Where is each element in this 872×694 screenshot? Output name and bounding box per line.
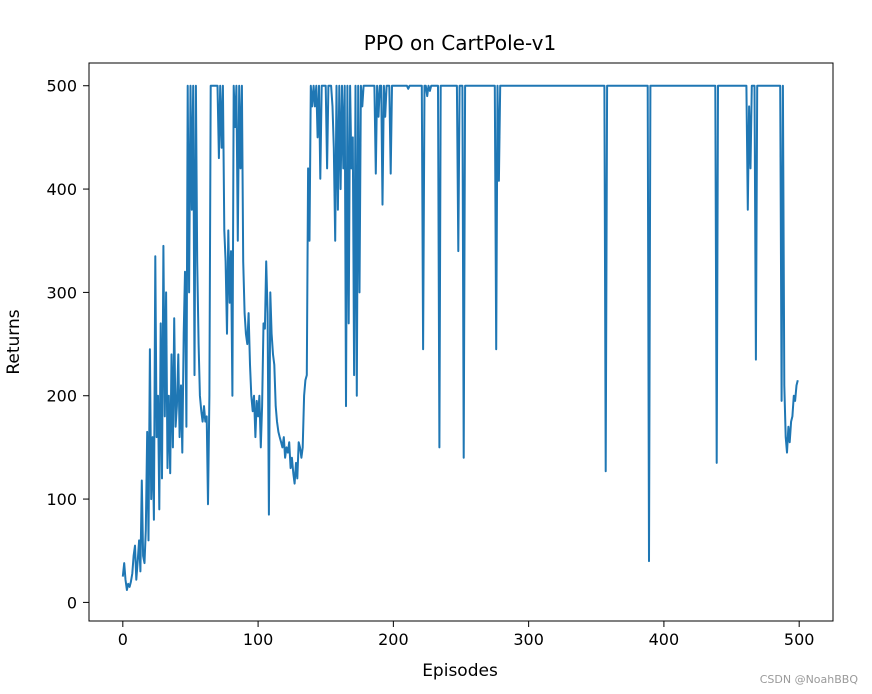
y-tick-label: 500 (46, 77, 77, 96)
y-axis: 0 100 200 300 400 500 (46, 77, 89, 612)
x-axis-label: Episodes (422, 661, 498, 681)
series-line-0 (121, 84, 799, 591)
y-tick-label: 200 (46, 387, 77, 406)
y-tick-label: 100 (46, 490, 77, 509)
x-tick-label: 0 (118, 630, 128, 649)
y-tick-label: 0 (67, 593, 77, 612)
y-tick-label: 400 (46, 180, 77, 199)
x-tick-label: 500 (784, 630, 815, 649)
chart-title: PPO on CartPole-v1 (364, 31, 556, 55)
x-tick-label: 200 (378, 630, 409, 649)
x-tick-label: 300 (513, 630, 544, 649)
plot-area (121, 84, 799, 591)
watermark: CSDN @NoahBBQ (759, 673, 858, 686)
x-tick-label: 100 (243, 630, 274, 649)
axes-frame (88, 62, 834, 622)
y-tick-label: 300 (46, 283, 77, 302)
x-tick-label: 400 (649, 630, 680, 649)
x-axis: 0 100 200 300 400 500 (118, 621, 815, 649)
y-axis-label: Returns (4, 309, 24, 374)
